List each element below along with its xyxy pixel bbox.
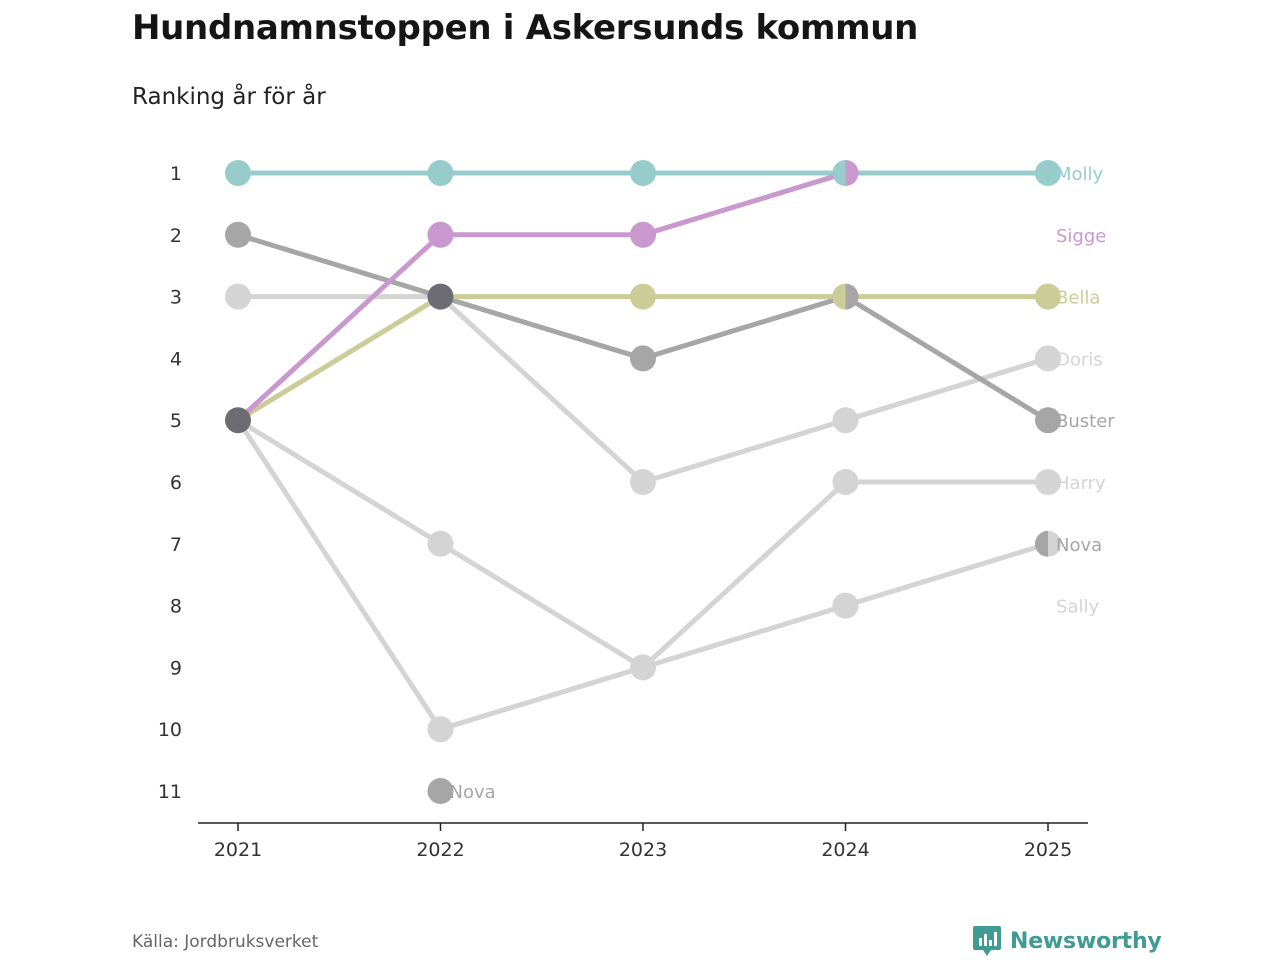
point-doris-2021 bbox=[225, 283, 251, 310]
point-molly-2024 bbox=[832, 160, 846, 186]
brand-name: Newsworthy bbox=[1010, 928, 1162, 954]
point-molly-2022 bbox=[427, 160, 454, 186]
brand[interactable]: Newsworthy bbox=[972, 924, 1162, 958]
x-tick-label-2023: 2023 bbox=[619, 839, 667, 861]
point-harry-2025 bbox=[1035, 469, 1061, 495]
series-points bbox=[225, 160, 1061, 804]
series-line-buster bbox=[235, 232, 1051, 423]
series-line-sigge bbox=[235, 170, 848, 423]
x-tick-label-2022: 2022 bbox=[416, 839, 464, 861]
chart-subtitle: Ranking år för år bbox=[132, 84, 326, 110]
point-bella-2025 bbox=[1035, 283, 1061, 310]
series-label-molly: Molly bbox=[1056, 164, 1104, 185]
series-labels: Molly Sigge Bella Buster Doris Harry Nova Sally bbox=[1056, 164, 1115, 618]
point-harry-2023 bbox=[630, 654, 643, 681]
series-line-harry bbox=[235, 417, 1051, 732]
series-label-harry: Harry bbox=[1056, 473, 1106, 494]
chart-icon bbox=[973, 926, 1001, 956]
y-tick-label-10: 10 bbox=[158, 719, 182, 741]
series-label-nova: Nova bbox=[1056, 535, 1102, 556]
point-doris-2023 bbox=[630, 469, 656, 495]
series-label-doris: Doris bbox=[1056, 349, 1103, 370]
y-tick-label-7: 7 bbox=[170, 534, 182, 556]
y-tick-label-9: 9 bbox=[170, 657, 182, 679]
point-sally-2023 bbox=[643, 654, 656, 681]
annotation-nova-2022: Nova bbox=[450, 782, 496, 803]
point-doris-2024 bbox=[832, 407, 859, 434]
point-buster-2021 bbox=[225, 221, 251, 248]
series-lines bbox=[235, 170, 1051, 732]
point-nova-2025 bbox=[1035, 530, 1048, 557]
point-bella-2024 bbox=[832, 283, 846, 310]
point-buster-2023 bbox=[630, 345, 656, 372]
point-sally-2024 bbox=[832, 592, 859, 619]
y-tick-label-6: 6 bbox=[170, 472, 182, 494]
point-bella-2023 bbox=[630, 283, 656, 310]
series-line-sally bbox=[235, 417, 1051, 670]
y-tick-label-2: 2 bbox=[170, 225, 182, 247]
x-tick-label-2021: 2021 bbox=[214, 839, 262, 861]
point-harry-2024 bbox=[832, 469, 859, 495]
bump-chart: 2021 2022 2023 2024 2025 1 2 3 4 5 6 7 8 9 10 11 Molly Si… bbox=[158, 160, 1115, 861]
x-tick-label-2025: 2025 bbox=[1024, 839, 1072, 861]
series-line-doris bbox=[235, 294, 1051, 485]
y-tick-label-1: 1 bbox=[170, 163, 182, 185]
y-tick-label-8: 8 bbox=[170, 596, 182, 618]
point-buster-2025 bbox=[1035, 407, 1061, 434]
point-bella-buster-doris-2022 bbox=[427, 283, 454, 310]
y-tick-label-5: 5 bbox=[170, 410, 182, 432]
point-sigge-2024 bbox=[845, 160, 859, 186]
series-label-sigge: Sigge bbox=[1056, 226, 1106, 247]
x-tick-label-2024: 2024 bbox=[821, 839, 869, 861]
point-doris-2025 bbox=[1035, 345, 1061, 372]
point-molly-2021 bbox=[225, 160, 251, 186]
point-sally-2022 bbox=[427, 530, 454, 557]
series-label-sally: Sally bbox=[1056, 597, 1099, 618]
y-tick-label-11: 11 bbox=[158, 781, 182, 803]
series-label-buster: Buster bbox=[1056, 411, 1115, 432]
point-sally-2025 bbox=[1048, 530, 1061, 557]
point-nova-2022 bbox=[427, 778, 454, 804]
point-molly-2023 bbox=[630, 160, 656, 186]
point-sigge-bella-harry-sally-2021 bbox=[225, 407, 251, 434]
y-tick-label-4: 4 bbox=[170, 348, 182, 370]
chart-title: Hundnamnstoppen i Askersunds kommun bbox=[132, 8, 919, 48]
point-sigge-2023 bbox=[630, 221, 656, 248]
point-harry-2022 bbox=[427, 716, 454, 743]
point-sigge-2022 bbox=[427, 221, 454, 248]
point-molly-2025 bbox=[1035, 160, 1061, 186]
series-label-bella: Bella bbox=[1056, 288, 1100, 309]
source-note: Källa: Jordbruksverket bbox=[132, 932, 319, 952]
point-buster-2024 bbox=[845, 283, 859, 310]
y-tick-label-3: 3 bbox=[170, 287, 182, 309]
